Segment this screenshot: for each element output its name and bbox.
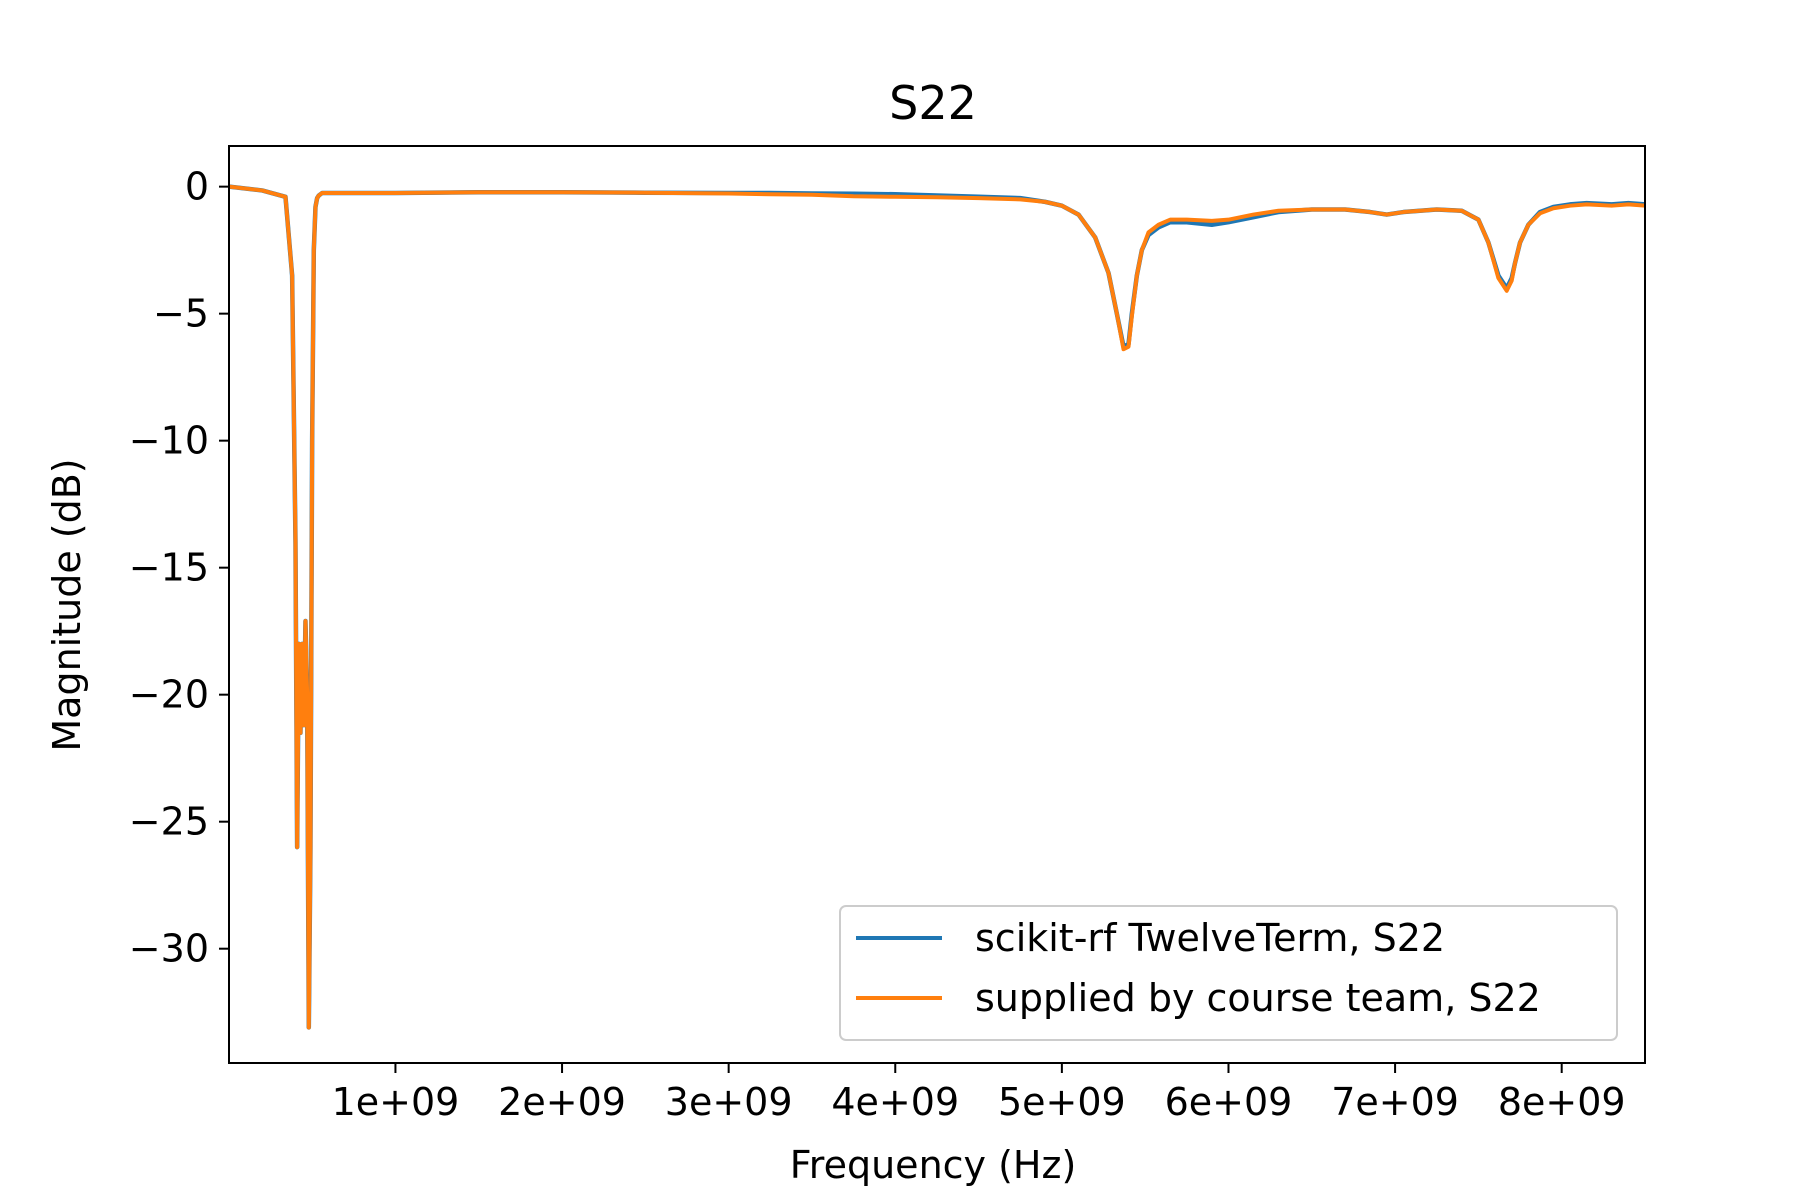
- y-axis-label: Magnitude (dB): [45, 458, 89, 751]
- x-tick-label: 3e+09: [665, 1080, 793, 1124]
- y-tick-label: −5: [153, 292, 209, 336]
- y-tick-label: −30: [129, 927, 209, 971]
- y-tick-label: −15: [129, 546, 209, 590]
- x-tick-label: 5e+09: [998, 1080, 1126, 1124]
- legend-box: [839, 905, 1618, 1041]
- x-axis-label: Frequency (Hz): [790, 1143, 1077, 1187]
- legend-label-skrf: scikit-rf TwelveTerm, S22: [975, 916, 1445, 960]
- x-tick-label: 1e+09: [332, 1080, 460, 1124]
- axis-ticks: 1e+09 2e+09 3e+09 4e+09 5e+09 6e+09 7e+09 8e+09…: [129, 165, 1626, 1124]
- y-tick-label: −25: [129, 800, 209, 844]
- plot-area: [229, 184, 1645, 1030]
- x-tick-label: 6e+09: [1165, 1080, 1293, 1124]
- x-tick-label: 4e+09: [831, 1080, 959, 1124]
- series-line-course-team: [229, 184, 1645, 1030]
- legend-label-course-team: supplied by course team, S22: [975, 976, 1541, 1020]
- x-tick-label: 7e+09: [1331, 1080, 1459, 1124]
- y-tick-label: −10: [129, 419, 209, 463]
- legend: scikit-rf TwelveTerm, S22 supplied by co…: [839, 905, 1618, 1041]
- y-tick-label: −20: [129, 673, 209, 717]
- x-tick-label: 8e+09: [1498, 1080, 1626, 1124]
- axes-frame: [228, 145, 1646, 1064]
- x-tick-label: 2e+09: [498, 1080, 626, 1124]
- y-tick-label: 0: [185, 165, 209, 209]
- chart-title: S22: [889, 76, 977, 130]
